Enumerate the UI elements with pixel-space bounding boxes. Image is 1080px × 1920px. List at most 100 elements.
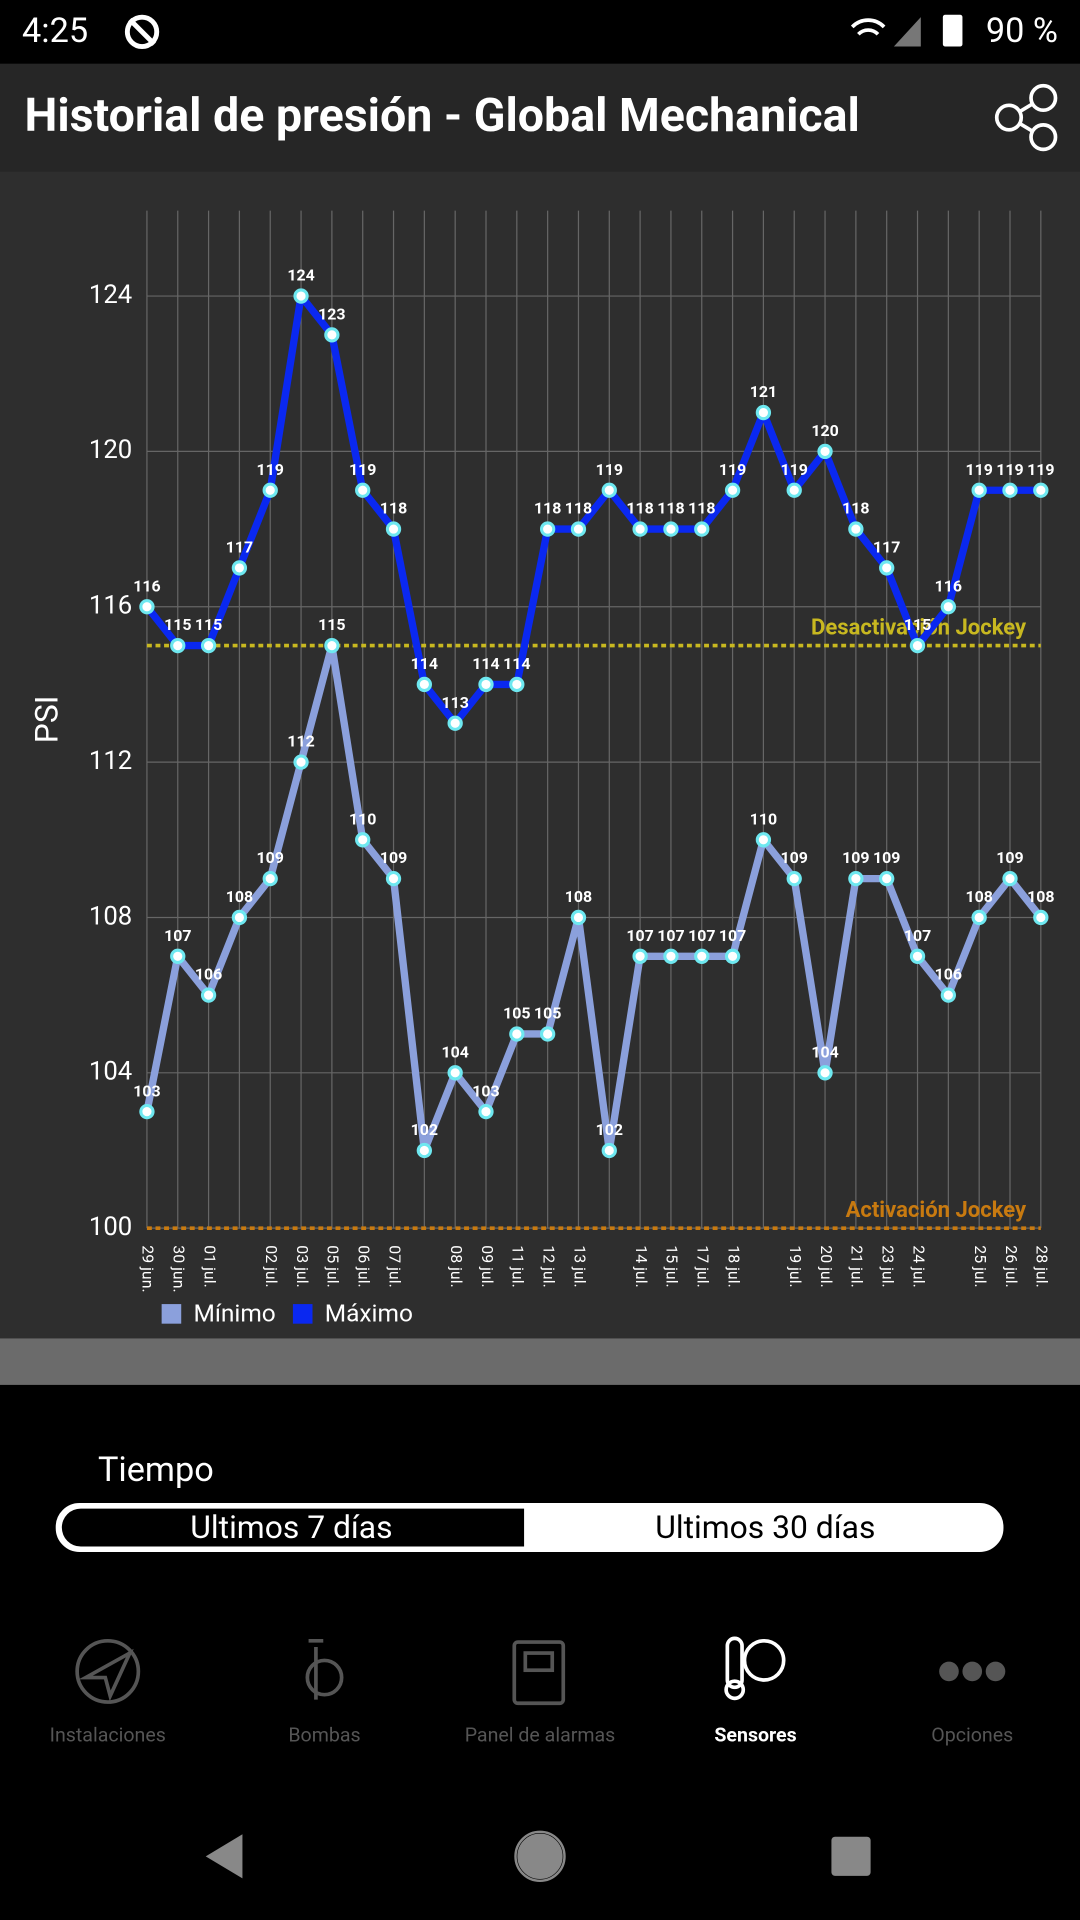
home-button[interactable] — [517, 1833, 563, 1879]
x-tick-label: 07 jul. — [385, 1245, 404, 1287]
data-label: 115 — [318, 615, 345, 634]
data-label: 115 — [904, 615, 931, 634]
data-point — [694, 521, 710, 537]
recents-button[interactable] — [831, 1836, 871, 1876]
data-point — [817, 1065, 833, 1081]
data-label: 119 — [965, 460, 992, 479]
data-label: 109 — [873, 848, 900, 867]
data-label: 106 — [935, 965, 962, 984]
data-label: 110 — [750, 809, 777, 828]
x-tick-label: 13 jul. — [570, 1245, 589, 1287]
x-tick-label: 20 jul. — [817, 1245, 836, 1287]
data-point — [570, 909, 587, 926]
data-label: 103 — [472, 1081, 499, 1100]
data-point — [447, 1065, 463, 1081]
data-label: 118 — [657, 499, 684, 518]
data-point — [971, 482, 987, 498]
x-tick-label: 25 jul. — [971, 1245, 990, 1287]
data-label: 109 — [996, 848, 1023, 867]
data-label: 103 — [133, 1081, 160, 1100]
nav-item[interactable]: Instalaciones — [50, 1723, 166, 1746]
x-tick-label: 30 jun. — [170, 1245, 189, 1292]
data-label: 112 — [287, 732, 314, 751]
x-tick-label: 01 jul. — [200, 1245, 219, 1287]
data-label: 107 — [719, 926, 746, 945]
data-point — [139, 599, 155, 615]
data-point — [324, 327, 340, 343]
data-point — [539, 521, 556, 537]
data-point — [632, 521, 648, 537]
status-time: 4:25 — [22, 11, 88, 51]
data-label: 108 — [226, 887, 253, 906]
data-point — [231, 909, 248, 926]
y-tick-label: 108 — [89, 901, 132, 931]
data-point — [694, 948, 710, 964]
nav-item[interactable]: Bombas — [288, 1723, 360, 1746]
nav-item[interactable]: Panel de alarmas — [465, 1723, 616, 1746]
y-axis-label: PSI — [27, 696, 65, 744]
time-label: Tiempo — [98, 1450, 214, 1490]
legend-label: Mínimo — [193, 1299, 275, 1328]
status-icon — [124, 14, 160, 49]
battery-icon — [942, 14, 963, 47]
data-label: 119 — [719, 460, 746, 479]
home-button-ring — [514, 1830, 566, 1883]
segment-option[interactable]: Ultimos 7 días — [190, 1508, 392, 1546]
data-label: 102 — [411, 1120, 438, 1139]
header-title: Historial de presión - Global Mechanical — [24, 89, 859, 143]
data-label: 107 — [626, 926, 653, 945]
data-point — [724, 948, 741, 964]
share-button[interactable] — [994, 83, 1058, 152]
x-tick-label: 28 jul. — [1033, 1245, 1052, 1287]
data-point — [416, 676, 433, 693]
data-point — [478, 1103, 494, 1120]
back-button[interactable] — [205, 1834, 243, 1879]
data-point — [848, 521, 864, 537]
data-label: 107 — [688, 926, 715, 945]
data-point — [231, 560, 248, 576]
x-tick-label: 05 jul. — [324, 1245, 343, 1287]
x-tick-label: 12 jul. — [539, 1245, 558, 1287]
status-icon — [128, 17, 157, 46]
x-tick-label: 23 jul. — [878, 1245, 897, 1287]
data-label: 119 — [996, 460, 1023, 479]
data-label: 108 — [965, 887, 992, 906]
data-point — [755, 832, 772, 848]
data-point — [570, 521, 587, 537]
data-label: 118 — [534, 499, 561, 518]
data-point — [786, 482, 802, 498]
data-label: 109 — [257, 848, 284, 867]
nav-item[interactable]: Opciones — [931, 1723, 1013, 1746]
segment-option[interactable]: Ultimos 30 días — [655, 1508, 875, 1546]
x-tick-label: 03 jul. — [293, 1245, 312, 1287]
data-label: 114 — [503, 654, 530, 673]
data-point — [1033, 909, 1049, 926]
x-tick-label: 19 jul. — [786, 1245, 805, 1287]
data-label: 123 — [318, 305, 345, 324]
nav-item[interactable]: Sensores — [714, 1723, 796, 1746]
data-label: 102 — [596, 1120, 623, 1139]
data-point — [170, 637, 186, 654]
data-point — [786, 870, 802, 887]
segment-selected[interactable] — [61, 1508, 525, 1547]
y-tick-label: 104 — [89, 1057, 132, 1087]
chart-area — [0, 171, 1080, 1339]
signal-icon — [893, 17, 921, 47]
data-point — [262, 870, 278, 887]
x-tick-label: 14 jul. — [632, 1245, 651, 1287]
data-point — [478, 676, 494, 693]
data-point — [509, 676, 525, 693]
data-point — [909, 948, 926, 964]
limit-label: Desactivación Jockey — [811, 615, 1027, 640]
header — [0, 63, 1080, 172]
data-point — [940, 987, 956, 1003]
status-bar — [0, 0, 1080, 64]
nav-icons — [939, 1661, 1006, 1682]
data-point — [1002, 870, 1018, 887]
data-point — [385, 870, 402, 887]
legend-swatch — [292, 1304, 313, 1324]
data-label: 105 — [534, 1004, 561, 1023]
data-point — [971, 909, 987, 926]
y-tick-label: 124 — [89, 280, 132, 310]
